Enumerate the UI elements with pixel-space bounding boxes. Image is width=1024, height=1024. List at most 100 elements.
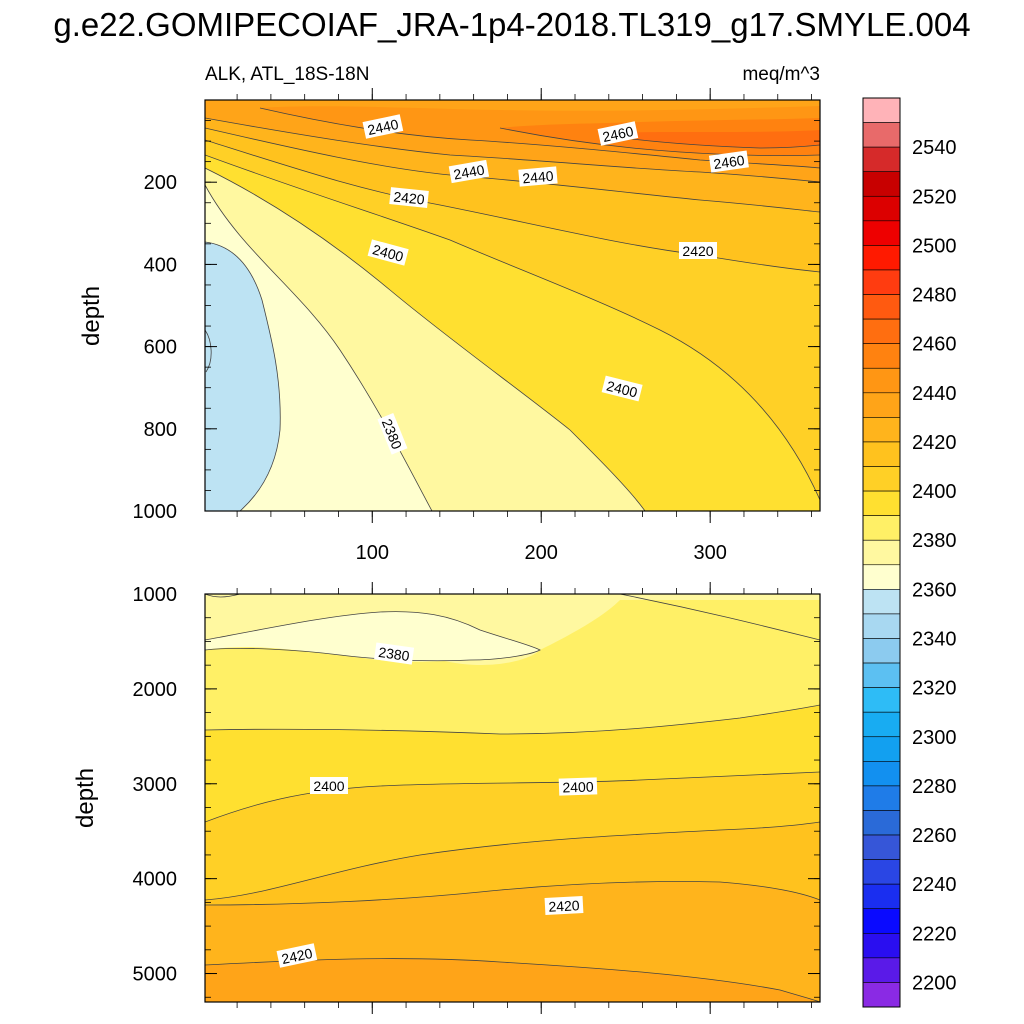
- colorbar-swatch: [862, 736, 901, 762]
- subtitle-right: meq/m^3: [742, 64, 820, 85]
- contour-2395-b: [619, 594, 820, 641]
- contour-2410-b: [205, 821, 820, 901]
- colorbar-label: 2260: [912, 825, 957, 847]
- y-tick-label: 400: [144, 254, 177, 276]
- contour-label-bg: [310, 777, 348, 794]
- colorbar-swatch: [862, 318, 901, 344]
- colorbar-swatch: [862, 539, 901, 566]
- colorbar-label: 2540: [912, 137, 957, 159]
- y-tick-label: 600: [144, 337, 177, 359]
- colorbar-swatch: [862, 589, 901, 615]
- contour-label-bg: [558, 777, 598, 796]
- colorbar-swatch: [862, 97, 901, 123]
- colorbar-swatch: [862, 146, 901, 173]
- contour-label: 2420: [544, 896, 584, 915]
- colorbar-swatch: [862, 441, 901, 467]
- axes-layer: 200 400 600 800 1000 100 200 300 1000 2000 3000 400…: [133, 88, 820, 1014]
- contour-label-bg: [389, 187, 429, 208]
- contour-label: 2460: [597, 121, 639, 146]
- bottom-plot-frame: [204, 593, 821, 1003]
- x-tick-label: 300: [693, 542, 726, 564]
- contour-label-text: 2440: [522, 168, 555, 187]
- colorbar-swatch: [862, 195, 901, 222]
- contour-label-bg: [448, 159, 490, 184]
- colorbar-label: 2420: [912, 432, 957, 454]
- colorbar-label: 2340: [912, 628, 957, 650]
- contour-2440: [259, 107, 820, 169]
- colorbar-swatch: [862, 171, 901, 197]
- fill-2380: [205, 611, 540, 662]
- contour-label: 2420: [679, 242, 717, 259]
- colorbar-swatch: [862, 957, 901, 983]
- colorbar-swatch: [862, 613, 901, 639]
- contour-label-bg: [374, 642, 415, 665]
- colorbar-swatch: [862, 687, 901, 713]
- y-tick-label: 200: [144, 172, 177, 194]
- contour-lines-bottom: [205, 594, 820, 1002]
- contour-label: 2400: [558, 777, 598, 796]
- fill-2385: [205, 594, 820, 666]
- contour-2385-b: [205, 594, 241, 598]
- contour-label: 2420: [389, 187, 429, 208]
- colorbar-swatch: [862, 711, 901, 738]
- colorbar-swatch: [862, 269, 901, 295]
- contour-2430-b: [205, 958, 820, 1002]
- fill-2360: [205, 242, 281, 511]
- colorbar-swatch: [862, 294, 901, 320]
- contour-2380-b: [205, 611, 541, 662]
- contour-label-text: 2400: [562, 778, 594, 795]
- colorbar-label: 2460: [912, 334, 957, 356]
- colorbar-label: 2440: [912, 383, 957, 405]
- contour-label-bg: [367, 239, 409, 266]
- y-tick-label: 2000: [133, 679, 178, 701]
- colorbar-swatch: [862, 785, 901, 811]
- colorbar-label: 2320: [912, 678, 957, 700]
- colorbar-swatch: [862, 908, 901, 934]
- colorbar-swatch: [862, 834, 901, 860]
- contour-label-text: 2460: [712, 152, 745, 172]
- contour-2400-b: [205, 771, 820, 823]
- y-tick-label: 800: [144, 419, 177, 441]
- contour-label: 2400: [601, 375, 643, 402]
- colorbar-swatch: [862, 638, 901, 664]
- colorbar-swatch: [862, 932, 901, 959]
- contour-label-bg: [601, 375, 643, 402]
- y-tick-label: 1000: [133, 501, 178, 523]
- colorbar-swatch: [862, 761, 901, 787]
- colorbar-swatch: [862, 883, 901, 910]
- contour-label-text: 2440: [366, 116, 400, 138]
- contour-2410: [205, 139, 820, 273]
- contour-2380: [205, 184, 433, 511]
- colorbar-swatch: [862, 466, 901, 492]
- contour-label: 2440: [518, 166, 558, 187]
- contour-label-text: 2400: [371, 241, 405, 265]
- contour-label-text: 2420: [393, 188, 426, 207]
- contour-2400: [205, 154, 820, 501]
- contour-label: 2400: [367, 239, 409, 266]
- colorbar-label: 2380: [912, 530, 957, 552]
- fill-2470: [600, 130, 820, 148]
- contour-label-text: 2400: [605, 377, 639, 400]
- colorbar-label: 2200: [912, 972, 957, 994]
- contour-2360: [205, 329, 212, 373]
- contour-label-bg: [377, 413, 408, 455]
- contour-label: 2440: [448, 159, 490, 184]
- colorbar-label: 2520: [912, 186, 957, 208]
- colorbar-label: 2360: [912, 579, 957, 601]
- contour-label-layer: 2440 2460 2440 2440 2460 2420 2420 2400 2400 2380…: [276, 114, 749, 968]
- bottom-panel: [205, 594, 820, 1002]
- x-tick-label: 200: [525, 542, 558, 564]
- y-tick-label: 4000: [133, 869, 178, 891]
- contour-label-text: 2440: [452, 161, 486, 182]
- colorbar-swatch: [862, 982, 901, 1008]
- top-panel: [205, 100, 820, 511]
- contour-label-bg: [544, 896, 584, 915]
- figure-title: g.e22.GOMIPECOIAF_JRA-1p4-2018.TL319_g17…: [53, 6, 971, 43]
- contour-label-text: 2400: [313, 778, 344, 794]
- contour-2390-b: [205, 704, 820, 735]
- contour-2390: [205, 167, 646, 511]
- contour-label: 2380: [374, 642, 415, 665]
- colorbar-swatch: [862, 810, 901, 836]
- contour-label-bg: [276, 943, 318, 968]
